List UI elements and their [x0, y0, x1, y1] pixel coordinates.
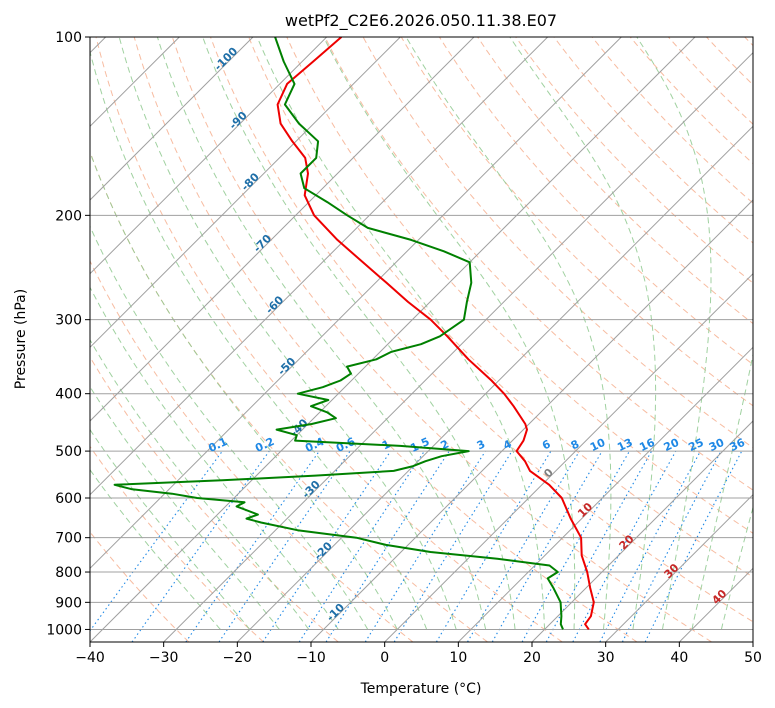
isotherms [90, 37, 753, 642]
x-tick-label: −40 [75, 650, 105, 666]
mixing-ratio-label: 13 [615, 436, 634, 454]
moist-adiabat [405, 37, 612, 630]
y-tick-label: 1000 [46, 622, 82, 638]
moist-adiabat [90, 385, 280, 630]
y-tick-label: 700 [55, 531, 82, 547]
moist-adiabat [90, 338, 310, 630]
mixing-ratio-label: 30 [707, 436, 727, 454]
x-axis-label: Temperature (°C) [360, 681, 482, 697]
x-tick-label: 30 [597, 650, 615, 666]
mixing-ratio-line [435, 450, 552, 642]
isotherm [90, 37, 696, 642]
mixing-ratio-line [364, 450, 486, 642]
dry-adiabat [248, 37, 753, 578]
y-tick-label: 600 [55, 491, 82, 507]
isotherm [90, 37, 254, 201]
x-tick-label: −10 [296, 650, 326, 666]
mixing-ratio-label: 20 [662, 436, 682, 454]
x-tick-label: 40 [670, 650, 688, 666]
moist-adiabat [90, 225, 369, 630]
moist-adiabat [90, 49, 428, 630]
moist-adiabat [90, 428, 251, 630]
mixing-ratio-line [599, 450, 701, 642]
moist-adiabat [720, 505, 753, 630]
x-tick-label: 0 [380, 650, 389, 666]
dry-adiabat [95, 37, 563, 642]
moist-adiabat [90, 468, 221, 630]
moist-adiabat [323, 37, 576, 630]
mixing-ratio-label: 16 [637, 436, 657, 454]
mixing-ratio-line [467, 450, 580, 642]
moist-adiabat [691, 352, 753, 630]
chart-title: wetPf2_C2E6.2026.050.11.38.E07 [285, 11, 557, 31]
isotherm [163, 51, 753, 642]
mixing-ratio-line [185, 450, 320, 642]
moist-adiabats [90, 37, 753, 630]
mixing-ratio-line [298, 450, 425, 642]
x-axis: −40 −30 −20 −10 0 10 20 30 40 50 [75, 642, 762, 666]
moist-adiabat [636, 37, 712, 630]
isotherm [90, 37, 475, 422]
mixing-ratio-line [218, 450, 351, 642]
x-tick-label: 50 [744, 650, 762, 666]
dry-adiabat [171, 37, 712, 642]
moist-adiabat [509, 37, 657, 630]
y-tick-label: 100 [55, 30, 82, 46]
moist-adiabat [90, 286, 339, 630]
mixing-ratio-label: 36 [728, 436, 748, 454]
moist-adiabat [202, 37, 516, 630]
isotherm [457, 346, 753, 642]
isotherm [531, 420, 753, 642]
isotherm [90, 37, 328, 275]
isotherm [384, 272, 753, 642]
y-tick-label: 500 [55, 444, 82, 460]
dewpoint-trace [113, 37, 564, 630]
isotherm [605, 493, 753, 642]
mixing-ratio-label: 25 [686, 436, 705, 454]
y-axis-label: Pressure (hPa) [13, 289, 29, 389]
dry-adiabat [90, 259, 414, 642]
y-axis: 1000 900 800 700 600 500 400 300 200 100 [46, 30, 90, 638]
x-tick-label: 10 [449, 650, 467, 666]
dry-adiabat [133, 37, 638, 642]
plot-frame [89, 36, 754, 643]
y-tick-label: 900 [55, 595, 82, 611]
pressure-gridlines [90, 37, 753, 630]
sounding-traces [113, 37, 595, 630]
mixing-ratio-line [262, 450, 392, 642]
mixing-ratio-label: 10 [588, 436, 608, 454]
temperature-trace [276, 37, 595, 630]
y-tick-label: 800 [55, 565, 82, 581]
dry-adiabat [286, 37, 753, 534]
dry-adiabat [210, 37, 753, 623]
y-tick-label: 200 [55, 208, 82, 224]
isotherm [236, 125, 753, 642]
isotherm [310, 199, 753, 642]
isotherm [90, 37, 622, 570]
dry-adiabat [324, 37, 753, 491]
dry-adiabat [515, 37, 753, 284]
isotherm [90, 37, 549, 496]
moist-adiabat [256, 37, 546, 630]
mixing-ratio-line [572, 450, 677, 642]
y-tick-label: 400 [55, 387, 82, 403]
isotherm [90, 37, 401, 349]
x-tick-label: 20 [523, 650, 541, 666]
mixing-ratio-line [325, 450, 450, 642]
moist-adiabat [156, 37, 487, 630]
y-tick-label: 300 [55, 313, 82, 329]
x-tick-label: −30 [149, 650, 179, 666]
moist-adiabat [118, 37, 457, 630]
x-tick-label: −20 [223, 650, 253, 666]
